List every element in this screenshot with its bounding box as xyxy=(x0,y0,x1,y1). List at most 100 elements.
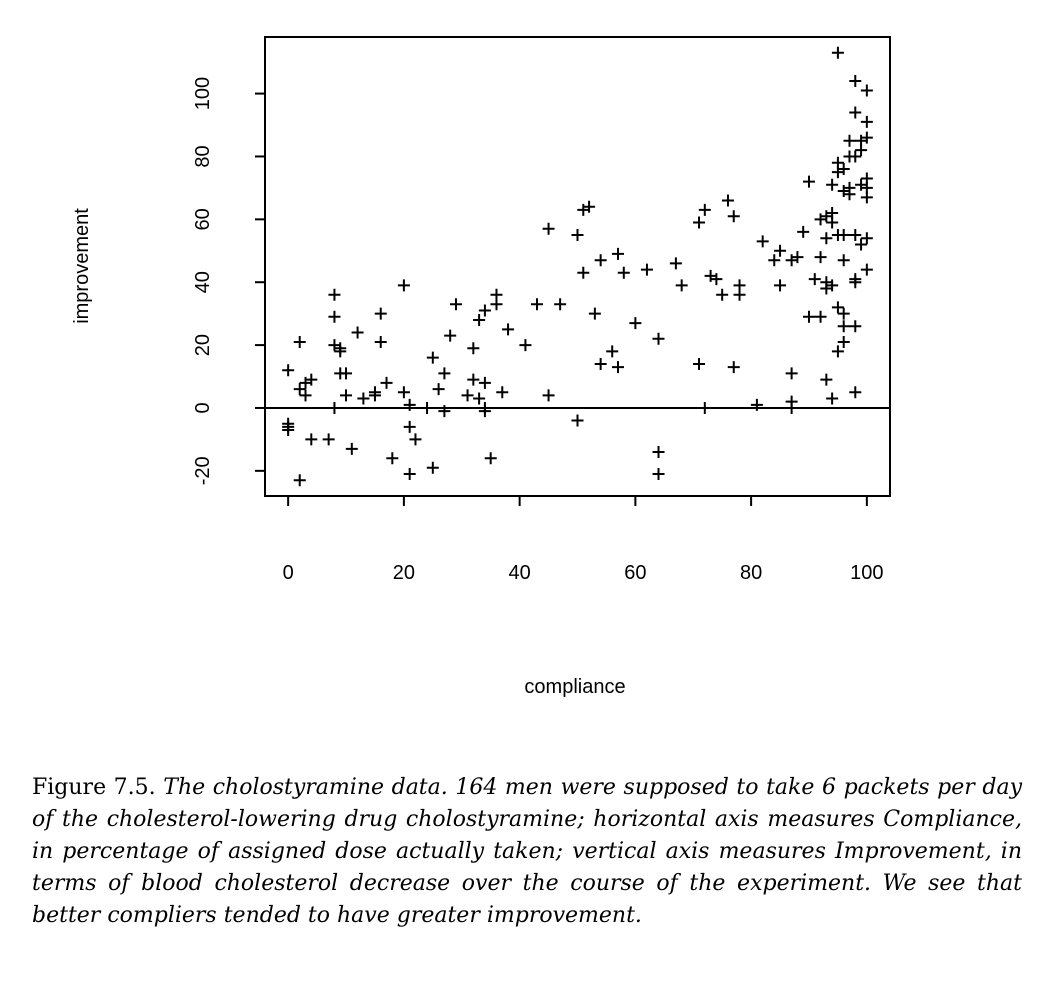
data-point xyxy=(299,389,312,402)
data-point xyxy=(328,288,341,301)
x-tick-label: 60 xyxy=(624,562,646,584)
data-point xyxy=(606,345,619,358)
data-point xyxy=(849,75,862,88)
data-point xyxy=(820,282,833,295)
data-point xyxy=(571,414,584,427)
data-point xyxy=(467,342,480,355)
data-point xyxy=(820,232,833,245)
data-point xyxy=(374,335,387,348)
data-point xyxy=(750,398,763,411)
data-point xyxy=(837,185,850,198)
data-point xyxy=(334,345,347,358)
data-point xyxy=(478,376,491,389)
data-point xyxy=(820,210,833,223)
data-point xyxy=(554,298,567,311)
data-point xyxy=(305,433,318,446)
data-point xyxy=(386,452,399,465)
data-point xyxy=(328,401,341,414)
data-point xyxy=(831,46,844,59)
data-point xyxy=(843,188,856,201)
data-point xyxy=(860,263,873,276)
data-point xyxy=(449,298,462,311)
data-point xyxy=(490,288,503,301)
data-point xyxy=(583,200,596,213)
data-point xyxy=(675,279,688,292)
data-point xyxy=(693,357,706,370)
data-point xyxy=(542,389,555,402)
caption-label: Figure 7.5. xyxy=(32,775,156,800)
data-point xyxy=(612,247,625,260)
data-point xyxy=(849,276,862,289)
data-point xyxy=(484,452,497,465)
data-point xyxy=(768,254,781,267)
data-point xyxy=(756,235,769,248)
data-point xyxy=(826,392,839,405)
data-point xyxy=(860,131,873,144)
data-point xyxy=(716,288,729,301)
data-point xyxy=(860,115,873,128)
data-point xyxy=(473,313,486,326)
y-tick-label: 0 xyxy=(192,402,214,413)
data-point xyxy=(831,301,844,314)
data-point xyxy=(577,203,590,216)
data-points xyxy=(282,46,873,487)
data-point xyxy=(640,263,653,276)
data-point xyxy=(849,106,862,119)
data-point xyxy=(282,423,295,436)
data-point xyxy=(421,401,434,414)
data-point xyxy=(802,310,815,323)
data-point xyxy=(519,339,532,352)
data-point xyxy=(380,376,393,389)
data-point xyxy=(305,373,318,386)
data-point xyxy=(849,386,862,399)
data-point xyxy=(710,273,723,286)
plot-frame xyxy=(264,36,891,497)
data-point xyxy=(409,433,422,446)
data-point xyxy=(403,467,416,480)
data-point xyxy=(617,266,630,279)
data-point xyxy=(473,392,486,405)
data-point xyxy=(849,150,862,163)
data-point xyxy=(357,392,370,405)
data-point xyxy=(629,317,642,330)
data-point xyxy=(802,175,815,188)
data-point xyxy=(733,288,746,301)
data-point xyxy=(855,134,868,147)
data-point xyxy=(530,298,543,311)
data-point xyxy=(351,326,364,339)
data-point xyxy=(340,389,353,402)
data-point xyxy=(814,310,827,323)
data-point xyxy=(293,335,306,348)
data-point xyxy=(814,251,827,264)
data-point xyxy=(397,386,410,399)
data-point xyxy=(791,251,804,264)
data-point xyxy=(438,405,451,418)
y-tick-label: 60 xyxy=(192,208,214,230)
data-point xyxy=(727,361,740,374)
data-point xyxy=(368,386,381,399)
data-point xyxy=(693,216,706,229)
y-tick-label: 40 xyxy=(192,271,214,293)
x-axis-label: compliance xyxy=(524,676,625,698)
data-point xyxy=(340,367,353,380)
data-point xyxy=(299,376,312,389)
data-point xyxy=(826,279,839,292)
data-point xyxy=(577,266,590,279)
data-point xyxy=(293,474,306,487)
y-tick-label: 100 xyxy=(192,77,214,110)
data-point xyxy=(837,307,850,320)
data-point xyxy=(328,310,341,323)
data-point xyxy=(831,166,844,179)
data-point xyxy=(721,194,734,207)
data-point xyxy=(698,203,711,216)
data-point xyxy=(467,373,480,386)
data-point xyxy=(727,210,740,223)
data-point xyxy=(652,467,665,480)
data-point xyxy=(860,191,873,204)
data-point xyxy=(837,229,850,242)
figure-caption: Figure 7.5. The cholostyramine data. 164… xyxy=(32,772,1022,932)
data-point xyxy=(403,420,416,433)
data-point xyxy=(669,257,682,270)
x-tick-label: 40 xyxy=(509,562,531,584)
